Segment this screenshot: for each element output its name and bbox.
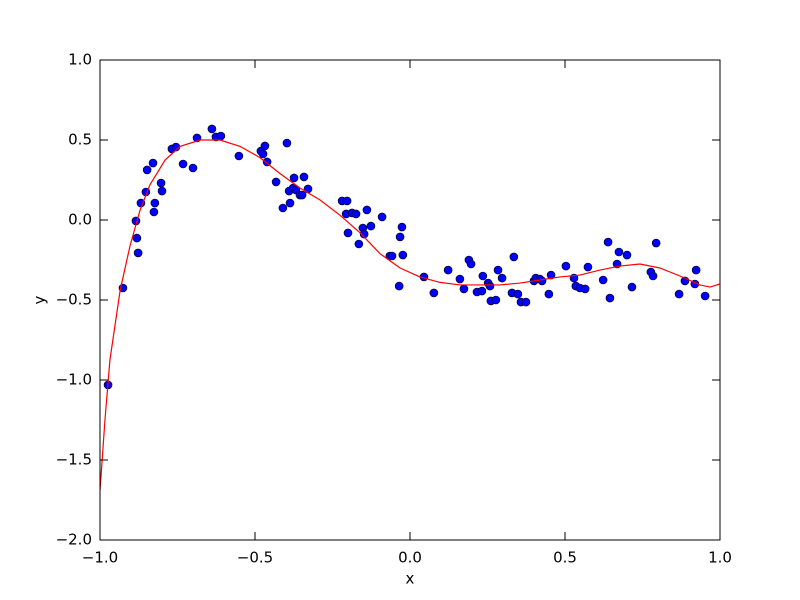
y-tick-label: 0.5	[68, 131, 92, 149]
scatter-point	[544, 289, 554, 299]
scatter-point	[377, 212, 387, 222]
scatter-point	[485, 281, 495, 291]
plot-area	[100, 124, 720, 491]
scatter-point	[521, 297, 531, 307]
scatter-point	[285, 198, 295, 208]
x-tick-label: −0.5	[237, 549, 273, 567]
scatter-point	[583, 262, 593, 272]
y-tick-label: −1.5	[56, 451, 92, 469]
scatter-point	[148, 158, 158, 168]
scatter-point	[142, 165, 152, 175]
scatter-point	[342, 196, 352, 206]
x-axis-label: x	[406, 570, 415, 588]
scatter-point	[188, 163, 198, 173]
scatter-point	[362, 205, 372, 215]
scatter-point	[397, 222, 407, 232]
scatter-point	[561, 261, 571, 271]
scatter-point	[271, 177, 281, 187]
scatter-point	[509, 252, 519, 262]
scatter-point	[622, 250, 632, 260]
scatter-point	[351, 209, 361, 219]
scatter-point	[443, 265, 453, 275]
scatter-point	[387, 251, 397, 261]
scatter-point	[178, 159, 188, 169]
scatter-point	[497, 273, 507, 283]
scatter-point	[674, 289, 684, 299]
scatter-point	[455, 274, 465, 284]
scatter-point	[478, 271, 488, 281]
scatter-point	[648, 271, 658, 281]
scatter-point	[278, 203, 288, 213]
scatter-point	[133, 248, 143, 258]
scatter-point	[157, 186, 167, 196]
scatter-point	[258, 149, 268, 159]
scatter-point	[132, 233, 142, 243]
scatter-point	[260, 141, 270, 151]
scatter-point	[513, 289, 523, 299]
y-tick-label: −1.0	[56, 371, 92, 389]
scatter-point	[343, 228, 353, 238]
x-tick-label: 0.0	[398, 549, 422, 567]
scatter-point	[234, 151, 244, 161]
scatter-point	[477, 286, 487, 296]
scatter-point	[149, 207, 159, 217]
scatter-point	[614, 247, 624, 257]
scatter-point	[493, 265, 503, 275]
scatter-point	[627, 282, 637, 292]
scatter-point	[546, 270, 556, 280]
fit-line	[100, 139, 720, 491]
scatter-point	[297, 190, 307, 200]
scatter-point	[354, 239, 364, 249]
y-tick-label: −0.5	[56, 291, 92, 309]
scatter-point	[429, 288, 439, 298]
scatter-point	[459, 284, 469, 294]
scatter-point	[691, 265, 701, 275]
y-tick-label: 1.0	[68, 51, 92, 69]
x-tick-label: 0.5	[553, 549, 577, 567]
x-tick-label: −1.0	[82, 549, 118, 567]
scatter-point	[466, 259, 476, 269]
scatter-point	[207, 124, 217, 134]
y-tick-label: −2.0	[56, 531, 92, 549]
scatter-point	[651, 238, 661, 248]
scatter-point	[598, 275, 608, 285]
scatter-point	[700, 291, 710, 301]
scatter-point	[603, 237, 613, 247]
scatter-point	[150, 198, 160, 208]
scatter-point	[289, 173, 299, 183]
y-axis-label: y	[31, 295, 49, 304]
scatter-point	[537, 276, 547, 286]
y-tick-label: 0.0	[68, 211, 92, 229]
scatter-point	[216, 131, 226, 141]
x-tick-label: 1.0	[708, 549, 732, 567]
scatter-point	[282, 138, 292, 148]
scatter-point	[394, 281, 404, 291]
scatter-point	[398, 250, 408, 260]
scatter-point	[366, 221, 376, 231]
scatter-point	[299, 172, 309, 182]
scatter-point	[156, 178, 166, 188]
scatter-point	[605, 293, 615, 303]
scatter-point	[359, 229, 369, 239]
scatter-point	[395, 232, 405, 242]
scatter-point	[491, 295, 501, 305]
scatter-point	[580, 284, 590, 294]
scatter-point	[262, 157, 272, 167]
